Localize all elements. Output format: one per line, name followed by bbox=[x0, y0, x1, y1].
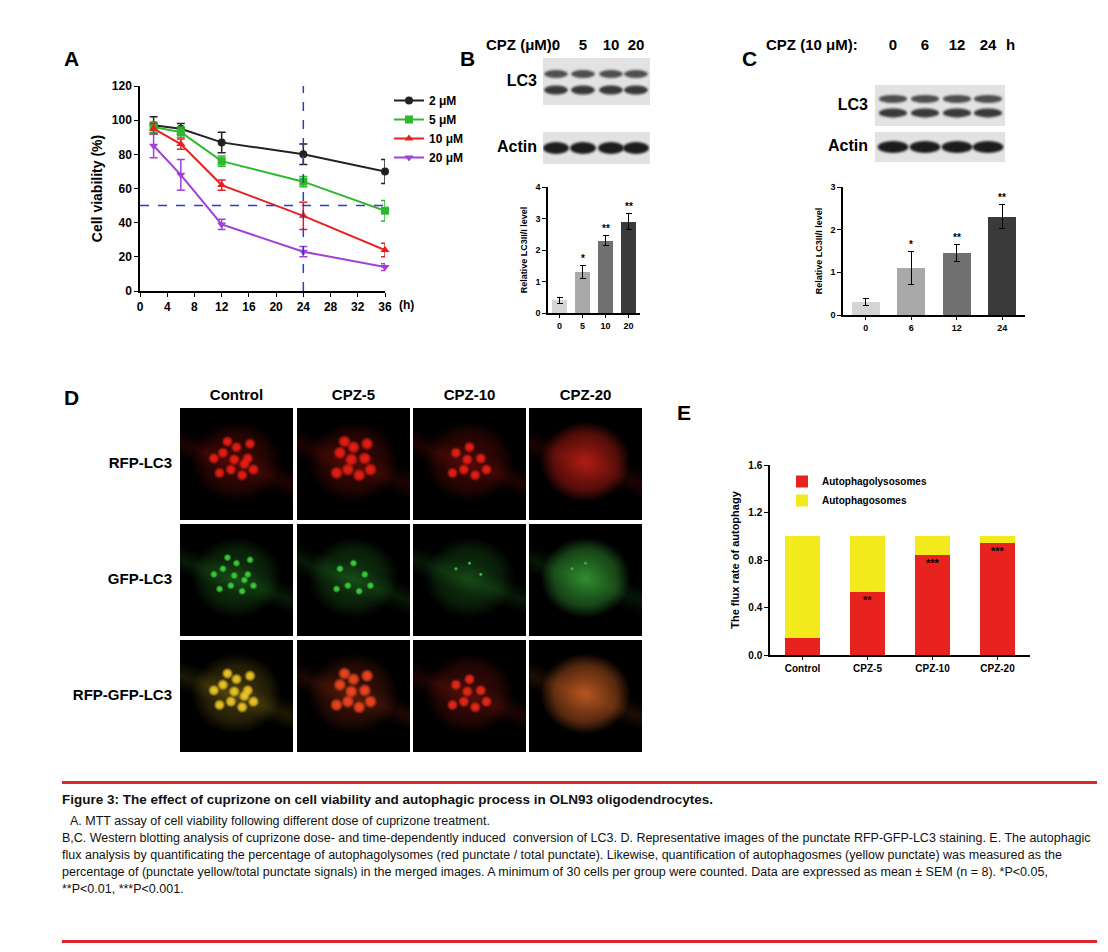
svg-text:1: 1 bbox=[535, 277, 540, 287]
svg-text:20 μM: 20 μM bbox=[429, 151, 463, 165]
html-text:CPZ-5: CPZ-5 bbox=[331, 386, 376, 403]
svg-text:B: B bbox=[460, 47, 475, 70]
html-text:12: 12 bbox=[948, 36, 966, 53]
svg-text:D: D bbox=[64, 386, 79, 409]
svg-text:**: ** bbox=[863, 594, 872, 606]
svg-text:2: 2 bbox=[830, 225, 835, 235]
svg-text:***: *** bbox=[991, 545, 1005, 557]
html-text:LC3: LC3 bbox=[837, 95, 868, 113]
svg-text:**: ** bbox=[602, 223, 610, 234]
svg-text:8: 8 bbox=[191, 300, 198, 314]
svg-text:36: 36 bbox=[378, 300, 392, 314]
html-text:6: 6 bbox=[920, 36, 930, 53]
html-text:A. MTT assay of cell viability: A. MTT assay of cell viability following… bbox=[70, 814, 490, 828]
svg-text:0: 0 bbox=[125, 284, 132, 298]
svg-text:24: 24 bbox=[297, 300, 311, 314]
html-text:CPZ (μM):: CPZ (μM): bbox=[486, 36, 557, 53]
svg-text:0: 0 bbox=[557, 321, 562, 331]
svg-text:Autophagolysosomes: Autophagolysosomes bbox=[822, 476, 927, 487]
svg-text:80: 80 bbox=[118, 148, 132, 162]
html-text:0: 0 bbox=[888, 36, 898, 53]
svg-text:1.6: 1.6 bbox=[748, 460, 762, 471]
svg-text:Control: Control bbox=[785, 663, 821, 674]
svg-text:3: 3 bbox=[830, 182, 835, 192]
svg-text:2: 2 bbox=[535, 245, 540, 255]
html-text:GFP-LC3: GFP-LC3 bbox=[107, 570, 172, 587]
svg-text:0.0: 0.0 bbox=[748, 650, 762, 661]
svg-text:C: C bbox=[742, 47, 757, 70]
html-text:20: 20 bbox=[627, 36, 645, 53]
svg-text:CPZ-5: CPZ-5 bbox=[853, 663, 882, 674]
html-text:CPZ (10 μM):: CPZ (10 μM): bbox=[766, 36, 858, 53]
svg-text:12: 12 bbox=[952, 323, 962, 333]
html-text:CPZ-10: CPZ-10 bbox=[443, 386, 496, 403]
html-text:RFP-GFP-LC3: RFP-GFP-LC3 bbox=[72, 686, 172, 703]
svg-text:32: 32 bbox=[351, 300, 365, 314]
html-text:Actin: Actin bbox=[497, 138, 537, 155]
svg-text:Cell viability (%): Cell viability (%) bbox=[89, 135, 105, 242]
svg-text:100: 100 bbox=[112, 113, 132, 127]
svg-text:4: 4 bbox=[535, 182, 540, 192]
svg-text:6: 6 bbox=[909, 323, 914, 333]
svg-text:16: 16 bbox=[242, 300, 256, 314]
svg-text:**: ** bbox=[998, 192, 1006, 203]
svg-text:0: 0 bbox=[535, 308, 540, 318]
svg-text:0.4: 0.4 bbox=[748, 602, 762, 613]
svg-text:**: ** bbox=[625, 201, 633, 212]
svg-text:Autophagosomes: Autophagosomes bbox=[822, 495, 907, 506]
html-text:LC3: LC3 bbox=[506, 71, 537, 89]
svg-text:10: 10 bbox=[600, 321, 610, 331]
svg-text:CPZ-20: CPZ-20 bbox=[980, 663, 1015, 674]
svg-text:28: 28 bbox=[324, 300, 338, 314]
html-text:h: h bbox=[1006, 36, 1016, 53]
svg-text:0.8: 0.8 bbox=[748, 555, 762, 566]
svg-text:*: * bbox=[581, 253, 585, 264]
svg-text:A: A bbox=[64, 47, 79, 70]
svg-text:The flux rate of autophagy: The flux rate of autophagy bbox=[729, 490, 741, 628]
svg-text:CPZ-10: CPZ-10 bbox=[915, 663, 950, 674]
svg-text:20: 20 bbox=[623, 321, 633, 331]
html-text:CPZ-20: CPZ-20 bbox=[559, 386, 612, 403]
svg-text:20: 20 bbox=[118, 250, 132, 264]
html-text:RFP-LC3: RFP-LC3 bbox=[108, 454, 172, 471]
svg-text:1.2: 1.2 bbox=[748, 507, 762, 518]
html-text:Figure 3: The effect of cupriz: Figure 3: The effect of cuprizone on cel… bbox=[62, 792, 714, 807]
svg-text:E: E bbox=[677, 401, 691, 424]
svg-text:**: ** bbox=[953, 232, 961, 243]
svg-text:5 μM: 5 μM bbox=[429, 113, 456, 127]
svg-text:Relative LC3II/I level: Relative LC3II/I level bbox=[814, 208, 824, 295]
svg-text:40: 40 bbox=[118, 216, 132, 230]
svg-text:(h): (h) bbox=[399, 298, 414, 312]
html-text:10: 10 bbox=[602, 36, 620, 53]
html-text:Control: Control bbox=[209, 386, 264, 403]
svg-text:10 μM: 10 μM bbox=[429, 132, 463, 146]
html-text:Actin: Actin bbox=[828, 137, 868, 154]
svg-text:20: 20 bbox=[269, 300, 283, 314]
svg-text:2 μM: 2 μM bbox=[429, 94, 456, 108]
svg-text:24: 24 bbox=[997, 323, 1007, 333]
svg-text:60: 60 bbox=[118, 182, 132, 196]
svg-text:1: 1 bbox=[830, 267, 835, 277]
svg-text:*: * bbox=[909, 239, 913, 250]
svg-text:3: 3 bbox=[535, 214, 540, 224]
svg-text:***: *** bbox=[926, 557, 940, 569]
html-text:0: 0 bbox=[551, 36, 561, 53]
html-text:B,C. Western blotting analysis: B,C. Western blotting analysis of cupriz… bbox=[62, 831, 1095, 896]
svg-text:0: 0 bbox=[137, 300, 144, 314]
svg-text:5: 5 bbox=[580, 321, 585, 331]
svg-text:12: 12 bbox=[215, 300, 229, 314]
html-text:5: 5 bbox=[578, 36, 588, 53]
svg-text:120: 120 bbox=[112, 79, 132, 93]
svg-text:0: 0 bbox=[863, 323, 868, 333]
svg-text:0: 0 bbox=[830, 310, 835, 320]
svg-text:Relative LC3II/I level: Relative LC3II/I level bbox=[519, 207, 529, 294]
svg-text:4: 4 bbox=[164, 300, 171, 314]
html-text:24: 24 bbox=[979, 36, 997, 53]
